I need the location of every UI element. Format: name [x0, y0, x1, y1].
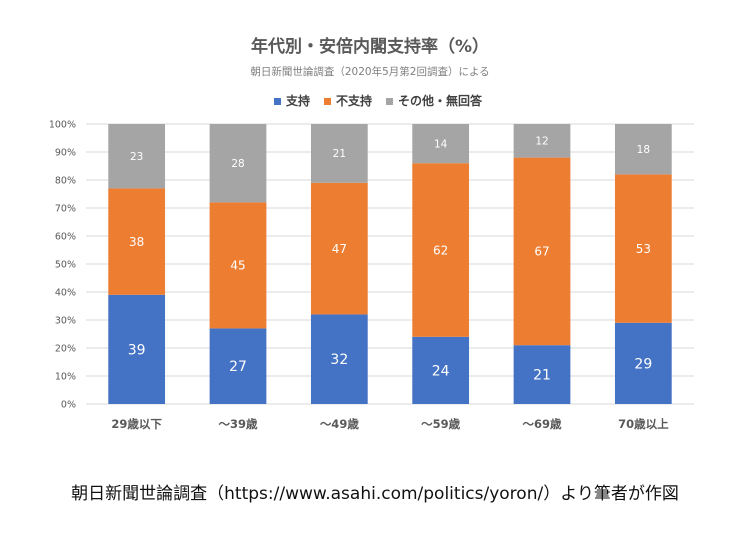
bar-segment	[513, 124, 571, 158]
data-label: 21	[533, 368, 551, 384]
data-label: 45	[230, 259, 245, 273]
y-tick-label: 10%	[55, 372, 76, 383]
data-label: 24	[432, 363, 450, 379]
y-tick-label: 90%	[55, 148, 76, 159]
legend-label: 不支持	[336, 93, 372, 108]
bar-segment	[412, 163, 470, 337]
bar-segment	[209, 124, 267, 203]
y-tick-label: 20%	[55, 344, 76, 355]
data-label: 38	[129, 235, 144, 249]
x-axis-category-labels: 29歳以下 〜39歳 〜49歳 〜59歳 〜69歳 70歳以上	[111, 417, 669, 431]
y-tick-label: 70%	[55, 204, 76, 215]
legend-swatch	[273, 98, 281, 105]
bar-segment	[614, 322, 672, 404]
stacked-bar-chart: 年代別・安倍内閣支持率（%） 朝日新聞世論調査（2020年5月第2回調査）による…	[48, 36, 694, 431]
x-category-label: 〜59歳	[421, 417, 461, 431]
chart-legend: 支持 不支持 その他・無回答	[273, 93, 483, 108]
bar-segment	[108, 188, 166, 295]
y-tick-label: 30%	[55, 316, 76, 327]
y-axis-tick-labels: 0% 10% 20% 30% 40% 50% 60% 70% 80% 90% 100%	[49, 120, 76, 411]
data-label: 47	[332, 242, 347, 256]
x-category-label: 〜49歳	[320, 417, 360, 431]
bar-segment	[614, 124, 672, 175]
data-label: 67	[534, 245, 549, 259]
legend-item: 不支持	[323, 93, 372, 108]
x-category-label: 70歳以上	[618, 417, 669, 431]
x-category-label: 〜69歳	[522, 417, 562, 431]
bar-segment	[513, 345, 571, 404]
legend-item: その他・無回答	[386, 93, 483, 108]
legend-item: 支持	[273, 93, 310, 108]
y-tick-label: 60%	[55, 232, 76, 243]
x-category-label: 〜39歳	[218, 417, 258, 431]
x-category-label: 29歳以下	[111, 417, 162, 431]
data-label: 39	[128, 342, 146, 358]
y-tick-label: 40%	[55, 288, 76, 299]
bar-segment	[412, 124, 470, 164]
data-label: 14	[434, 138, 448, 150]
gridlines	[86, 123, 694, 405]
y-tick-label: 100%	[49, 120, 76, 131]
data-label: 27	[229, 359, 247, 375]
data-label: 29	[634, 356, 652, 372]
data-label: 28	[231, 158, 244, 170]
y-tick-label: 0%	[61, 400, 76, 411]
y-tick-label: 80%	[55, 176, 76, 187]
bar-segment	[108, 294, 166, 404]
bar-segment	[412, 336, 470, 404]
bar-segment	[614, 174, 672, 323]
legend-swatch	[386, 98, 394, 105]
data-label: 62	[433, 243, 448, 257]
data-label: 32	[330, 352, 348, 368]
y-tick-label: 50%	[55, 260, 76, 271]
legend-swatch	[323, 98, 331, 105]
bar-segment	[209, 202, 267, 329]
bar-segments: 39 38 23 27 45 28 32 47 21 24 62 14 21 67 12 29 53 18	[108, 124, 672, 404]
chart-title: 年代別・安倍内閣支持率（%）	[251, 36, 489, 57]
legend-label: 支持	[285, 93, 310, 108]
bar-segment	[310, 124, 368, 183]
chart-subtitle: 朝日新聞世論調査（2020年5月第2回調査）による	[250, 65, 489, 78]
bar-segment	[310, 182, 368, 315]
data-label: 23	[130, 151, 143, 163]
bar-segment	[108, 124, 166, 189]
bar-segment	[209, 328, 267, 404]
source-caption: 朝日新聞世論調査（https://www.asahi.com/politics/…	[71, 484, 679, 504]
legend-label: その他・無回答	[398, 93, 483, 108]
data-label: 18	[637, 144, 650, 156]
data-label: 12	[535, 136, 548, 148]
bar-segment	[310, 314, 368, 404]
data-label: 21	[333, 148, 346, 160]
bar-segment	[513, 157, 571, 346]
data-label: 53	[636, 242, 651, 256]
